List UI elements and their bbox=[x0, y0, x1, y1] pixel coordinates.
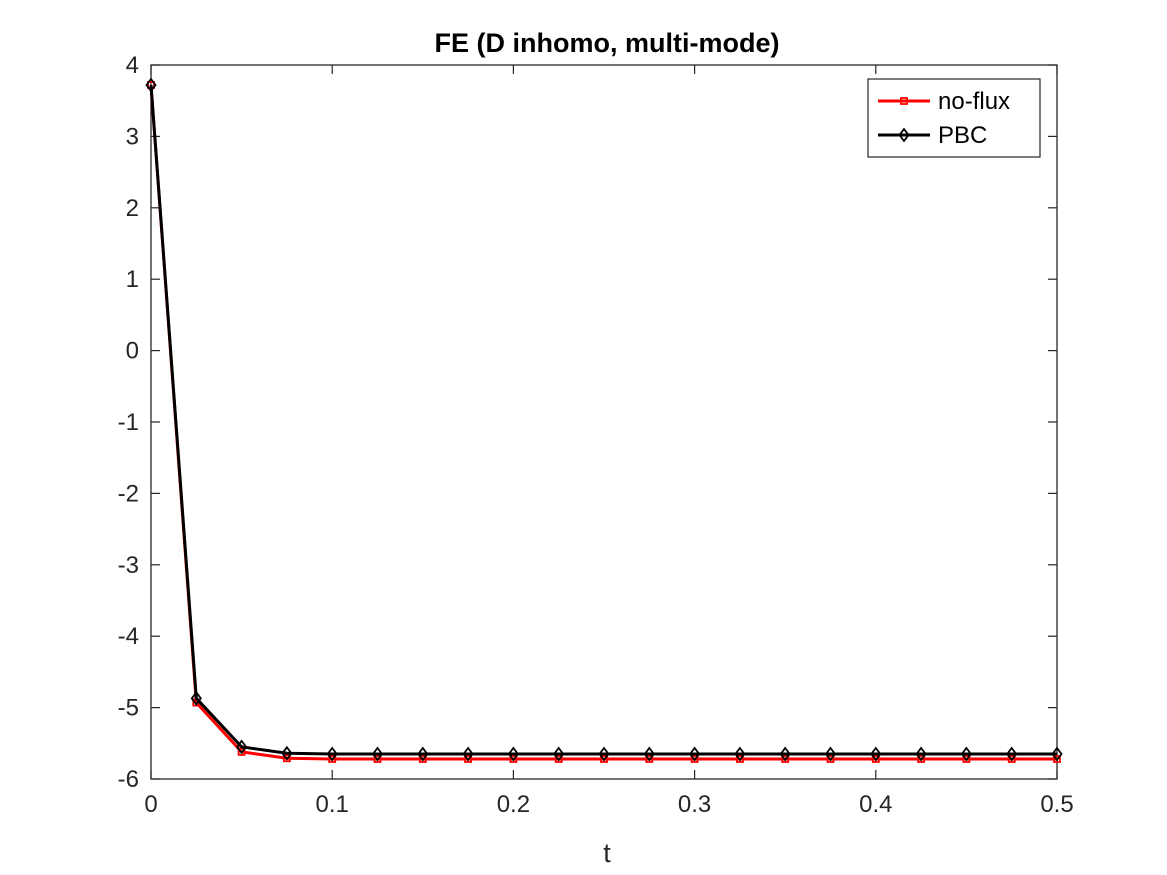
data-point-pbc bbox=[643, 746, 655, 762]
y-tick-label: -6 bbox=[118, 766, 139, 793]
y-tick-label: 3 bbox=[126, 123, 139, 150]
data-point-no-flux bbox=[373, 755, 382, 763]
data-point-no-flux bbox=[509, 755, 518, 763]
data-point-no-flux bbox=[962, 755, 971, 763]
data-point-no-flux bbox=[781, 755, 790, 763]
legend-marker-no-flux bbox=[900, 97, 908, 105]
data-point-pbc bbox=[915, 746, 927, 762]
plot-area: 0 0.1 0.2 0.3 0.4 0.5 -6 -5 -4 -3 -2 -1 0 1 2 3 4 bbox=[118, 52, 1074, 818]
data-point-pbc bbox=[462, 746, 474, 762]
x-tick-label: 0.2 bbox=[497, 791, 530, 818]
data-point-pbc bbox=[553, 746, 565, 762]
data-point-pbc bbox=[779, 746, 791, 762]
data-point-pbc bbox=[598, 746, 610, 762]
data-point-pbc bbox=[281, 745, 293, 761]
legend-marker-pbc bbox=[898, 127, 910, 143]
data-point-no-flux bbox=[1053, 755, 1061, 763]
data-point-no-flux bbox=[1007, 755, 1016, 763]
data-point-no-flux bbox=[418, 755, 427, 763]
data-point-pbc bbox=[824, 746, 837, 762]
data-point-pbc bbox=[145, 77, 157, 93]
axes-box bbox=[150, 64, 1058, 780]
x-tick-label: 0.4 bbox=[859, 791, 892, 818]
series-line-pbc bbox=[149, 84, 1057, 756]
y-tick-label: -3 bbox=[118, 552, 139, 579]
y-tick-label: -2 bbox=[118, 480, 139, 507]
data-point-no-flux bbox=[690, 755, 699, 763]
x-tick-label: 0.5 bbox=[1040, 791, 1073, 818]
data-point-no-flux bbox=[917, 755, 925, 763]
data-point-no-flux bbox=[826, 755, 835, 763]
x-tick-label: 0.1 bbox=[316, 791, 349, 818]
x-axis-label: t bbox=[603, 838, 611, 868]
data-point-pbc bbox=[688, 746, 701, 762]
y-tick-label: -1 bbox=[118, 409, 139, 436]
data-point-pbc bbox=[1051, 746, 1063, 762]
data-point-pbc bbox=[417, 746, 429, 762]
data-point-no-flux bbox=[237, 747, 246, 756]
chart-title: FE (D inhomo, multi-mode) bbox=[435, 28, 780, 58]
y-tick-label: 0 bbox=[126, 338, 139, 365]
legend-box bbox=[867, 78, 1041, 158]
data-point-pbc bbox=[507, 746, 520, 762]
legend: no-flux PBC bbox=[867, 78, 1041, 158]
data-point-no-flux bbox=[600, 755, 608, 763]
data-point-no-flux bbox=[464, 755, 473, 763]
legend-label-pbc: PBC bbox=[938, 122, 987, 149]
data-point-pbc bbox=[371, 746, 384, 762]
data-point-no-flux bbox=[554, 755, 563, 763]
y-tick-label: -4 bbox=[118, 623, 139, 650]
y-tick-label: 4 bbox=[126, 52, 139, 79]
y-tick-label: 2 bbox=[126, 195, 139, 222]
data-point-pbc bbox=[235, 739, 248, 755]
data-point-no-flux bbox=[328, 755, 337, 763]
data-point-pbc bbox=[960, 746, 973, 762]
y-tick-label: 1 bbox=[126, 266, 139, 293]
data-point-no-flux bbox=[871, 755, 880, 763]
x-tick-label: 0 bbox=[144, 791, 157, 818]
legend-label-no-flux: no-flux bbox=[938, 88, 1010, 115]
y-tick-label: -5 bbox=[118, 695, 139, 722]
data-point-pbc bbox=[870, 746, 882, 762]
data-point-no-flux bbox=[282, 754, 291, 763]
data-point-no-flux bbox=[736, 755, 744, 763]
data-point-no-flux bbox=[645, 755, 654, 763]
data-point-pbc bbox=[734, 746, 746, 762]
data-point-pbc bbox=[326, 746, 338, 762]
x-tick-label: 0.3 bbox=[678, 791, 711, 818]
data-point-pbc bbox=[190, 690, 202, 706]
data-point-pbc bbox=[1006, 746, 1018, 762]
